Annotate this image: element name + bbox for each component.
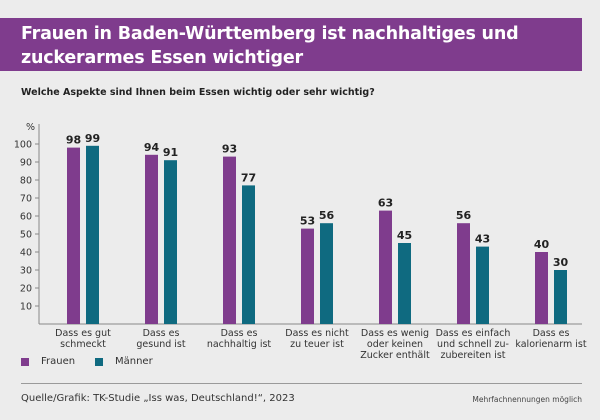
bar-frauen (67, 147, 80, 324)
footer-divider (21, 383, 582, 384)
x-tick-label: Dass es nachhaltig ist (207, 328, 272, 350)
value-label: 99 (85, 132, 100, 145)
chart-title: Frauen in Baden-Württemberg ist nachhalt… (21, 22, 581, 70)
value-label: 63 (378, 197, 393, 210)
source-text: Quelle/Grafik: TK-Studie „Iss was, Deuts… (21, 393, 295, 404)
legend-item-maenner: Männer (95, 356, 153, 367)
labels: 98 99 Dass es gut schmeckt 94 91 Dass es gesund… (55, 132, 587, 361)
bar-maenner (398, 243, 411, 324)
legend-label-frauen: Frauen (41, 356, 76, 367)
bar-frauen (457, 223, 470, 324)
value-label: 77 (241, 171, 256, 184)
value-label: 30 (553, 256, 569, 269)
legend-swatch-maenner (95, 357, 103, 366)
y-tick-label: 60 (20, 212, 32, 223)
x-tick-label: Dass es gesund ist (136, 328, 186, 350)
x-tick-label: Dass es nicht zu teuer ist (285, 328, 349, 350)
x-tick-label: Dass es gut schmeckt (55, 328, 111, 350)
bar-frauen (535, 252, 548, 324)
bar-maenner (242, 185, 255, 324)
chart-subtitle: Welche Aspekte sind Ihnen beim Essen wic… (21, 87, 375, 98)
bar-maenner (476, 246, 489, 324)
x-tick-label: Dass es einfach und schnell zu-zubereiten… (436, 328, 511, 361)
bar-frauen (301, 228, 314, 324)
value-label: 94 (144, 141, 160, 154)
y-axis-label: % (26, 122, 35, 133)
title-banner (0, 18, 582, 71)
y-tick-label: 50 (20, 230, 32, 241)
bar-maenner (86, 145, 99, 324)
y-tick-label: 70 (20, 194, 32, 205)
value-label: 43 (475, 233, 490, 246)
footnote: Mehrfachnennungen möglich (472, 395, 582, 404)
bar-maenner (164, 160, 177, 324)
value-label: 40 (534, 238, 550, 251)
y-tick-label: 90 (20, 158, 32, 169)
x-tick-label: Dass es kalorienarm ist (515, 328, 586, 350)
chart-title-line2: zuckerarmes Essen wichtiger (21, 48, 303, 68)
legend-label-maenner: Männer (115, 356, 153, 367)
value-label: 91 (163, 146, 178, 159)
y-tick-label: 20 (20, 284, 32, 295)
bars (67, 145, 567, 324)
bar-maenner (320, 223, 333, 324)
value-label: 56 (319, 209, 335, 222)
value-label: 56 (456, 209, 472, 222)
value-label: 98 (66, 134, 81, 147)
value-label: 53 (300, 215, 315, 228)
bar-frauen (379, 210, 392, 324)
y-tick-label: 10 (20, 302, 32, 313)
value-label: 45 (397, 229, 412, 242)
bar-frauen (145, 154, 158, 324)
value-label: 93 (222, 143, 237, 156)
legend-item-frauen: Frauen (21, 356, 75, 367)
y-tick-label: 80 (20, 176, 32, 187)
legend-swatch-frauen (21, 357, 29, 366)
x-tick-label: Dass es wenig oder keinen Zucker enthält (360, 328, 430, 361)
y-tick-label: 30 (20, 266, 32, 277)
bar-frauen (223, 156, 236, 324)
y-tick-label: 40 (20, 248, 32, 259)
bar-maenner (554, 270, 567, 324)
chart-title-line1: Frauen in Baden-Württemberg ist nachhalt… (21, 24, 519, 44)
y-tick-label: 100 (14, 140, 32, 151)
